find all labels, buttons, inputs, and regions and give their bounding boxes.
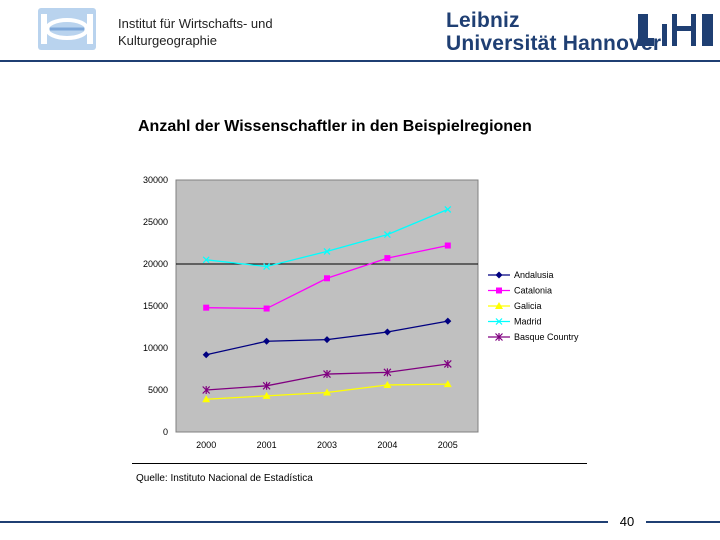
legend-label: Madrid — [514, 317, 542, 327]
university-name-line2: Universität Hannover — [446, 32, 662, 55]
data-point — [323, 388, 331, 396]
data-point-shape — [384, 255, 391, 262]
x-tick-label: 2004 — [377, 440, 397, 450]
institute-name: Institut für Wirtschafts- und Kulturgeog… — [118, 15, 273, 49]
legend-label: Basque Country — [514, 332, 579, 342]
data-point — [383, 231, 391, 239]
y-tick-label: 5000 — [148, 385, 168, 395]
legend-marker-shape — [495, 271, 503, 279]
data-point — [202, 395, 211, 403]
data-point — [444, 317, 452, 325]
data-point-shape — [263, 305, 270, 312]
data-point-shape — [443, 359, 452, 368]
footer-divider-left — [0, 521, 608, 523]
data-point-shape — [262, 381, 271, 390]
data-point-shape — [323, 370, 331, 379]
footer-divider-right — [646, 521, 720, 523]
x-tick-label: 2000 — [196, 440, 216, 450]
y-tick-label: 15000 — [143, 301, 168, 311]
university-name: Leibniz Universität Hannover — [446, 9, 661, 55]
data-point-shape — [444, 205, 452, 213]
y-tick-label: 20000 — [143, 259, 168, 269]
y-tick-label: 25000 — [143, 217, 168, 227]
legend-label: Galicia — [514, 301, 542, 311]
slide-title: Anzahl der Wissenschaftler in den Beispi… — [138, 118, 532, 135]
data-point-shape — [202, 256, 210, 264]
legend-marker — [496, 287, 502, 294]
x-tick-label: 2001 — [257, 440, 277, 450]
line-chart: 0 5000 10000 15000 20000 25000 30000 2000 2001 20… — [143, 175, 579, 450]
data-point — [324, 275, 330, 282]
data-point — [323, 370, 331, 379]
x-tick-label: 2005 — [438, 440, 458, 450]
data-point-shape — [324, 275, 330, 282]
data-point — [443, 380, 452, 388]
legend-marker — [495, 302, 503, 309]
data-point-shape — [203, 304, 210, 311]
data-point-shape — [323, 247, 331, 255]
data-point-shape — [202, 351, 210, 359]
legend-marker-shape — [495, 318, 503, 325]
header-divider — [0, 60, 720, 62]
legend-marker — [495, 333, 503, 341]
data-point — [383, 368, 392, 377]
data-point — [202, 351, 210, 359]
data-point-shape — [383, 368, 392, 377]
legend-marker-shape — [495, 302, 503, 309]
data-point-shape — [323, 388, 331, 396]
data-point — [262, 381, 271, 390]
data-point-shape — [444, 242, 451, 249]
data-point-shape — [202, 386, 211, 394]
x-tick-label: 2003 — [317, 440, 337, 450]
source-note: Quelle: Instituto Nacional de Estadístic… — [136, 473, 313, 484]
chart-divider — [132, 463, 587, 464]
data-point-shape — [263, 263, 271, 270]
data-point — [203, 304, 210, 311]
university-name-line1: Leibniz — [446, 9, 520, 32]
data-point — [444, 242, 451, 249]
legend-label: Catalonia — [514, 286, 552, 296]
data-point-shape — [443, 380, 452, 388]
data-point — [383, 380, 392, 388]
y-tick-label: 30000 — [143, 175, 168, 185]
legend-marker-shape — [495, 333, 503, 341]
y-tick-label: 0 — [163, 427, 168, 437]
data-point — [263, 305, 270, 312]
legend-marker — [495, 271, 503, 279]
data-point-shape — [383, 231, 391, 239]
data-point-shape — [383, 328, 391, 336]
legend-label: Andalusia — [514, 270, 554, 280]
page-number: 40 — [619, 514, 635, 529]
institute-name-line2: Kulturgeographie — [118, 33, 218, 48]
data-point — [444, 205, 452, 213]
legend-marker-shape — [496, 287, 502, 294]
institute-logo — [38, 8, 96, 50]
data-point-shape — [323, 336, 331, 344]
data-point — [323, 336, 331, 344]
university-logo-mark — [638, 14, 713, 46]
data-point-shape — [263, 337, 271, 345]
data-point-shape — [202, 395, 211, 403]
data-point — [384, 255, 391, 262]
data-point-shape — [444, 317, 452, 325]
data-point — [263, 337, 271, 345]
data-point — [263, 263, 271, 270]
data-point — [443, 359, 452, 368]
institute-name-line1: Institut für Wirtschafts- und — [118, 16, 273, 31]
legend-marker — [495, 318, 503, 325]
data-point-shape — [262, 391, 271, 399]
y-tick-label: 10000 — [143, 343, 168, 353]
data-point — [383, 328, 391, 336]
data-point — [262, 391, 271, 399]
data-point — [202, 256, 210, 264]
data-point — [323, 247, 331, 255]
data-point-shape — [383, 380, 392, 388]
data-point — [202, 386, 211, 394]
